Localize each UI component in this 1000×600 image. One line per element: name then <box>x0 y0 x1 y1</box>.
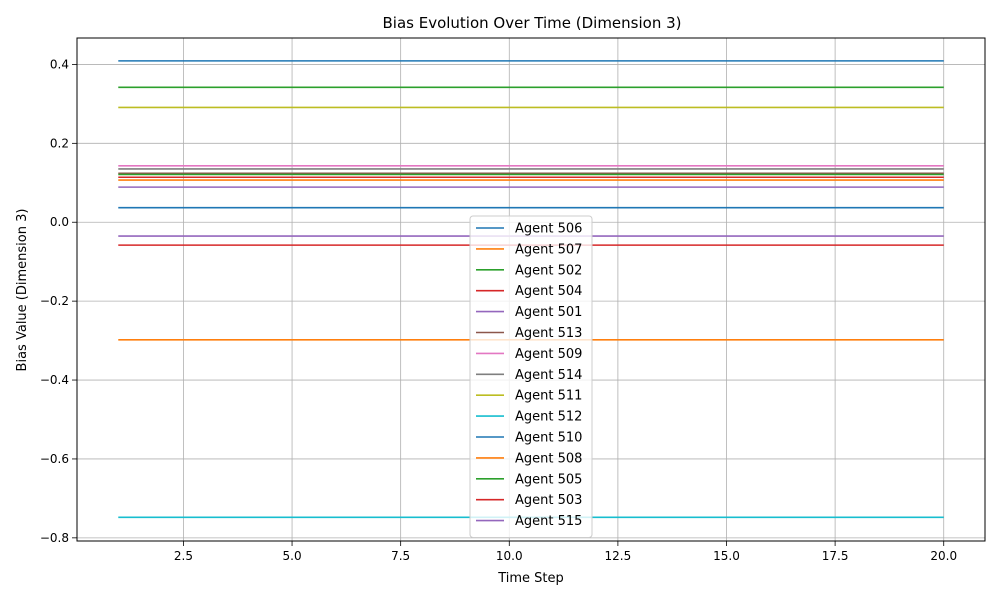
y-tick-label: −0.6 <box>40 452 69 466</box>
chart-title: Bias Evolution Over Time (Dimension 3) <box>382 14 681 32</box>
legend-label: Agent 510 <box>515 431 582 446</box>
legend-label: Agent 512 <box>515 410 582 425</box>
y-tick-label: −0.4 <box>40 373 69 387</box>
x-tick-label: 10.0 <box>496 549 523 563</box>
x-tick-label: 15.0 <box>713 549 740 563</box>
y-tick-label: 0.0 <box>50 215 69 229</box>
y-axis-title: Bias Value (Dimension 3) <box>15 209 30 372</box>
y-tick-label: −0.2 <box>40 294 69 308</box>
y-tick-label: 0.2 <box>50 136 69 150</box>
legend-label: Agent 509 <box>515 347 582 362</box>
legend-label: Agent 507 <box>515 242 582 257</box>
legend-label: Agent 508 <box>515 451 582 466</box>
legend-label: Agent 501 <box>515 305 582 320</box>
y-tick-label: −0.8 <box>40 531 69 545</box>
plot-frame <box>76 37 986 542</box>
legend-label: Agent 504 <box>515 284 582 299</box>
y-tick-label: 0.4 <box>50 57 69 71</box>
x-tick-label: 17.5 <box>822 549 849 563</box>
y-axis-ticks: −0.8 −0.6 −0.4 −0.2 0.0 0.2 0.4 <box>40 57 77 545</box>
legend-label: Agent 511 <box>515 389 582 404</box>
x-tick-label: 12.5 <box>605 549 632 563</box>
legend-label: Agent 505 <box>515 472 582 487</box>
legend-label: Agent 506 <box>515 222 582 237</box>
legend-label: Agent 503 <box>515 493 582 508</box>
x-tick-label: 5.0 <box>283 549 302 563</box>
legend-label: Agent 514 <box>515 368 582 383</box>
legend-label: Agent 502 <box>515 263 582 278</box>
x-axis-title: Time Step <box>497 571 564 586</box>
legend-label: Agent 515 <box>515 514 582 529</box>
x-tick-label: 20.0 <box>930 549 957 563</box>
x-tick-label: 7.5 <box>391 549 410 563</box>
x-tick-label: 2.5 <box>174 549 193 563</box>
legend: Agent 506 Agent 507 Agent 502 Agent 504 Agen… <box>469 215 593 538</box>
x-axis-ticks: 2.5 5.0 7.5 10.0 12.5 15.0 17.5 20.0 <box>174 541 957 563</box>
legend-label: Agent 513 <box>515 326 582 341</box>
